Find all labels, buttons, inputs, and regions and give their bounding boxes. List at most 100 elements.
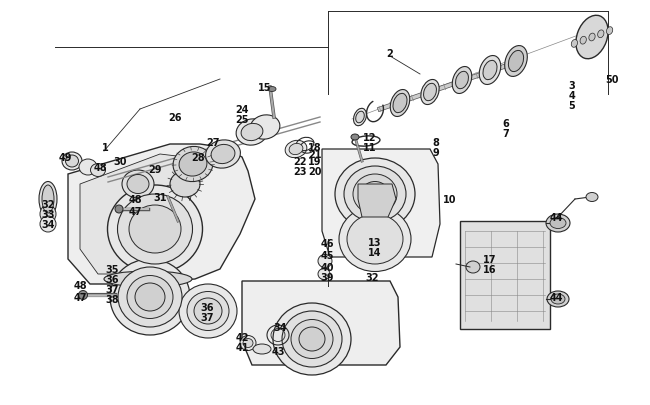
Ellipse shape	[66, 156, 79, 168]
Ellipse shape	[194, 298, 222, 324]
Text: 17: 17	[483, 254, 497, 264]
Text: 12: 12	[363, 133, 377, 143]
Ellipse shape	[479, 56, 501, 85]
Ellipse shape	[289, 144, 303, 155]
Text: 6: 6	[502, 119, 510, 129]
Ellipse shape	[241, 124, 263, 141]
Ellipse shape	[211, 145, 235, 164]
Text: 50: 50	[605, 75, 619, 85]
Text: 47: 47	[73, 292, 86, 302]
Ellipse shape	[597, 31, 604, 38]
Ellipse shape	[110, 259, 190, 335]
Text: 48: 48	[73, 280, 87, 290]
Text: 11: 11	[363, 143, 377, 153]
Ellipse shape	[173, 147, 213, 182]
Ellipse shape	[586, 193, 598, 202]
Ellipse shape	[606, 28, 613, 35]
Text: 37: 37	[200, 312, 214, 322]
Text: 32: 32	[41, 200, 55, 209]
Ellipse shape	[353, 175, 397, 215]
Ellipse shape	[253, 344, 271, 354]
Text: 32: 32	[365, 272, 379, 282]
Text: 30: 30	[113, 157, 127, 166]
Text: 34: 34	[41, 220, 55, 230]
Text: 35: 35	[105, 264, 119, 274]
Text: 42: 42	[235, 332, 249, 342]
Ellipse shape	[118, 194, 192, 264]
Ellipse shape	[335, 159, 415, 230]
Ellipse shape	[356, 112, 364, 124]
Ellipse shape	[571, 40, 578, 48]
Polygon shape	[242, 281, 400, 365]
Ellipse shape	[250, 115, 280, 140]
Text: 16: 16	[483, 264, 497, 274]
Text: 34: 34	[273, 322, 287, 332]
Text: 3: 3	[569, 81, 575, 91]
Ellipse shape	[299, 327, 325, 351]
Ellipse shape	[354, 109, 367, 126]
Ellipse shape	[504, 47, 527, 77]
Text: 44: 44	[549, 292, 563, 302]
Text: 9: 9	[433, 148, 439, 158]
Ellipse shape	[393, 94, 407, 113]
Text: 5: 5	[569, 101, 575, 111]
Ellipse shape	[129, 205, 181, 254]
Ellipse shape	[424, 84, 436, 101]
Polygon shape	[322, 149, 440, 257]
Text: 33: 33	[41, 209, 55, 220]
Ellipse shape	[550, 218, 566, 229]
Ellipse shape	[39, 182, 57, 217]
Ellipse shape	[268, 87, 276, 92]
Text: 10: 10	[443, 194, 457, 205]
Ellipse shape	[240, 336, 256, 351]
Ellipse shape	[421, 80, 439, 105]
Ellipse shape	[236, 119, 268, 146]
Ellipse shape	[589, 34, 595, 42]
Ellipse shape	[285, 141, 307, 158]
Text: 7: 7	[502, 129, 510, 139]
Text: 44: 44	[549, 213, 563, 222]
Ellipse shape	[466, 261, 480, 273]
Text: 39: 39	[320, 272, 333, 282]
Text: 26: 26	[168, 113, 182, 123]
Ellipse shape	[179, 284, 237, 338]
Ellipse shape	[344, 166, 406, 222]
Text: 13: 13	[369, 237, 382, 247]
Ellipse shape	[104, 271, 192, 287]
Ellipse shape	[318, 269, 330, 280]
Ellipse shape	[127, 175, 149, 194]
Polygon shape	[80, 155, 195, 274]
Ellipse shape	[42, 185, 54, 213]
Text: 20: 20	[308, 166, 322, 177]
Text: 31: 31	[153, 192, 167, 202]
Text: 15: 15	[258, 83, 272, 93]
Ellipse shape	[318, 255, 332, 268]
Ellipse shape	[122, 171, 154, 198]
Text: 21: 21	[308, 149, 322, 160]
Text: 36: 36	[200, 302, 214, 312]
Text: 49: 49	[58, 153, 72, 162]
Text: 48: 48	[93, 162, 107, 173]
Text: 1: 1	[101, 143, 109, 153]
Ellipse shape	[483, 61, 497, 81]
Text: 47: 47	[128, 207, 142, 216]
Ellipse shape	[135, 284, 165, 311]
Ellipse shape	[339, 207, 411, 272]
Text: 45: 45	[320, 250, 333, 260]
Ellipse shape	[79, 291, 88, 300]
Ellipse shape	[205, 141, 240, 169]
Polygon shape	[68, 145, 255, 284]
Text: 27: 27	[206, 138, 220, 148]
Text: 28: 28	[191, 153, 205, 162]
Text: 37: 37	[105, 284, 119, 294]
Text: 2: 2	[387, 49, 393, 59]
Ellipse shape	[90, 164, 105, 177]
Text: 14: 14	[369, 247, 382, 257]
Text: 19: 19	[308, 157, 322, 166]
Text: 25: 25	[235, 115, 249, 125]
Text: 8: 8	[432, 138, 439, 148]
Ellipse shape	[546, 215, 570, 232]
Text: 40: 40	[320, 262, 333, 272]
Ellipse shape	[40, 205, 56, 224]
Ellipse shape	[390, 90, 410, 117]
